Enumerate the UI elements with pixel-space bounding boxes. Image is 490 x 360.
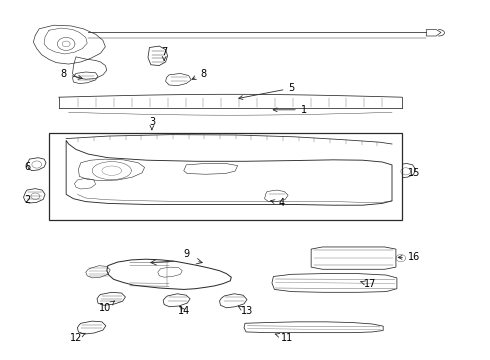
Text: 1: 1 [273, 105, 307, 115]
Text: 8: 8 [192, 69, 206, 80]
Text: 12: 12 [70, 333, 85, 343]
Text: 3: 3 [149, 117, 155, 130]
Text: 15: 15 [408, 168, 420, 178]
Text: 16: 16 [398, 252, 420, 262]
Text: 6: 6 [24, 162, 30, 172]
Text: 10: 10 [99, 301, 115, 313]
Text: 9: 9 [183, 249, 189, 259]
Text: 8: 8 [61, 69, 82, 79]
Text: 7: 7 [161, 47, 167, 60]
Text: 4: 4 [270, 198, 285, 208]
Text: 17: 17 [361, 279, 376, 289]
Text: 14: 14 [177, 306, 190, 316]
Bar [49, 133, 402, 220]
Text: 13: 13 [238, 306, 254, 316]
Text: 2: 2 [24, 195, 30, 205]
Text: 5: 5 [239, 83, 294, 99]
Text: 11: 11 [275, 333, 293, 343]
